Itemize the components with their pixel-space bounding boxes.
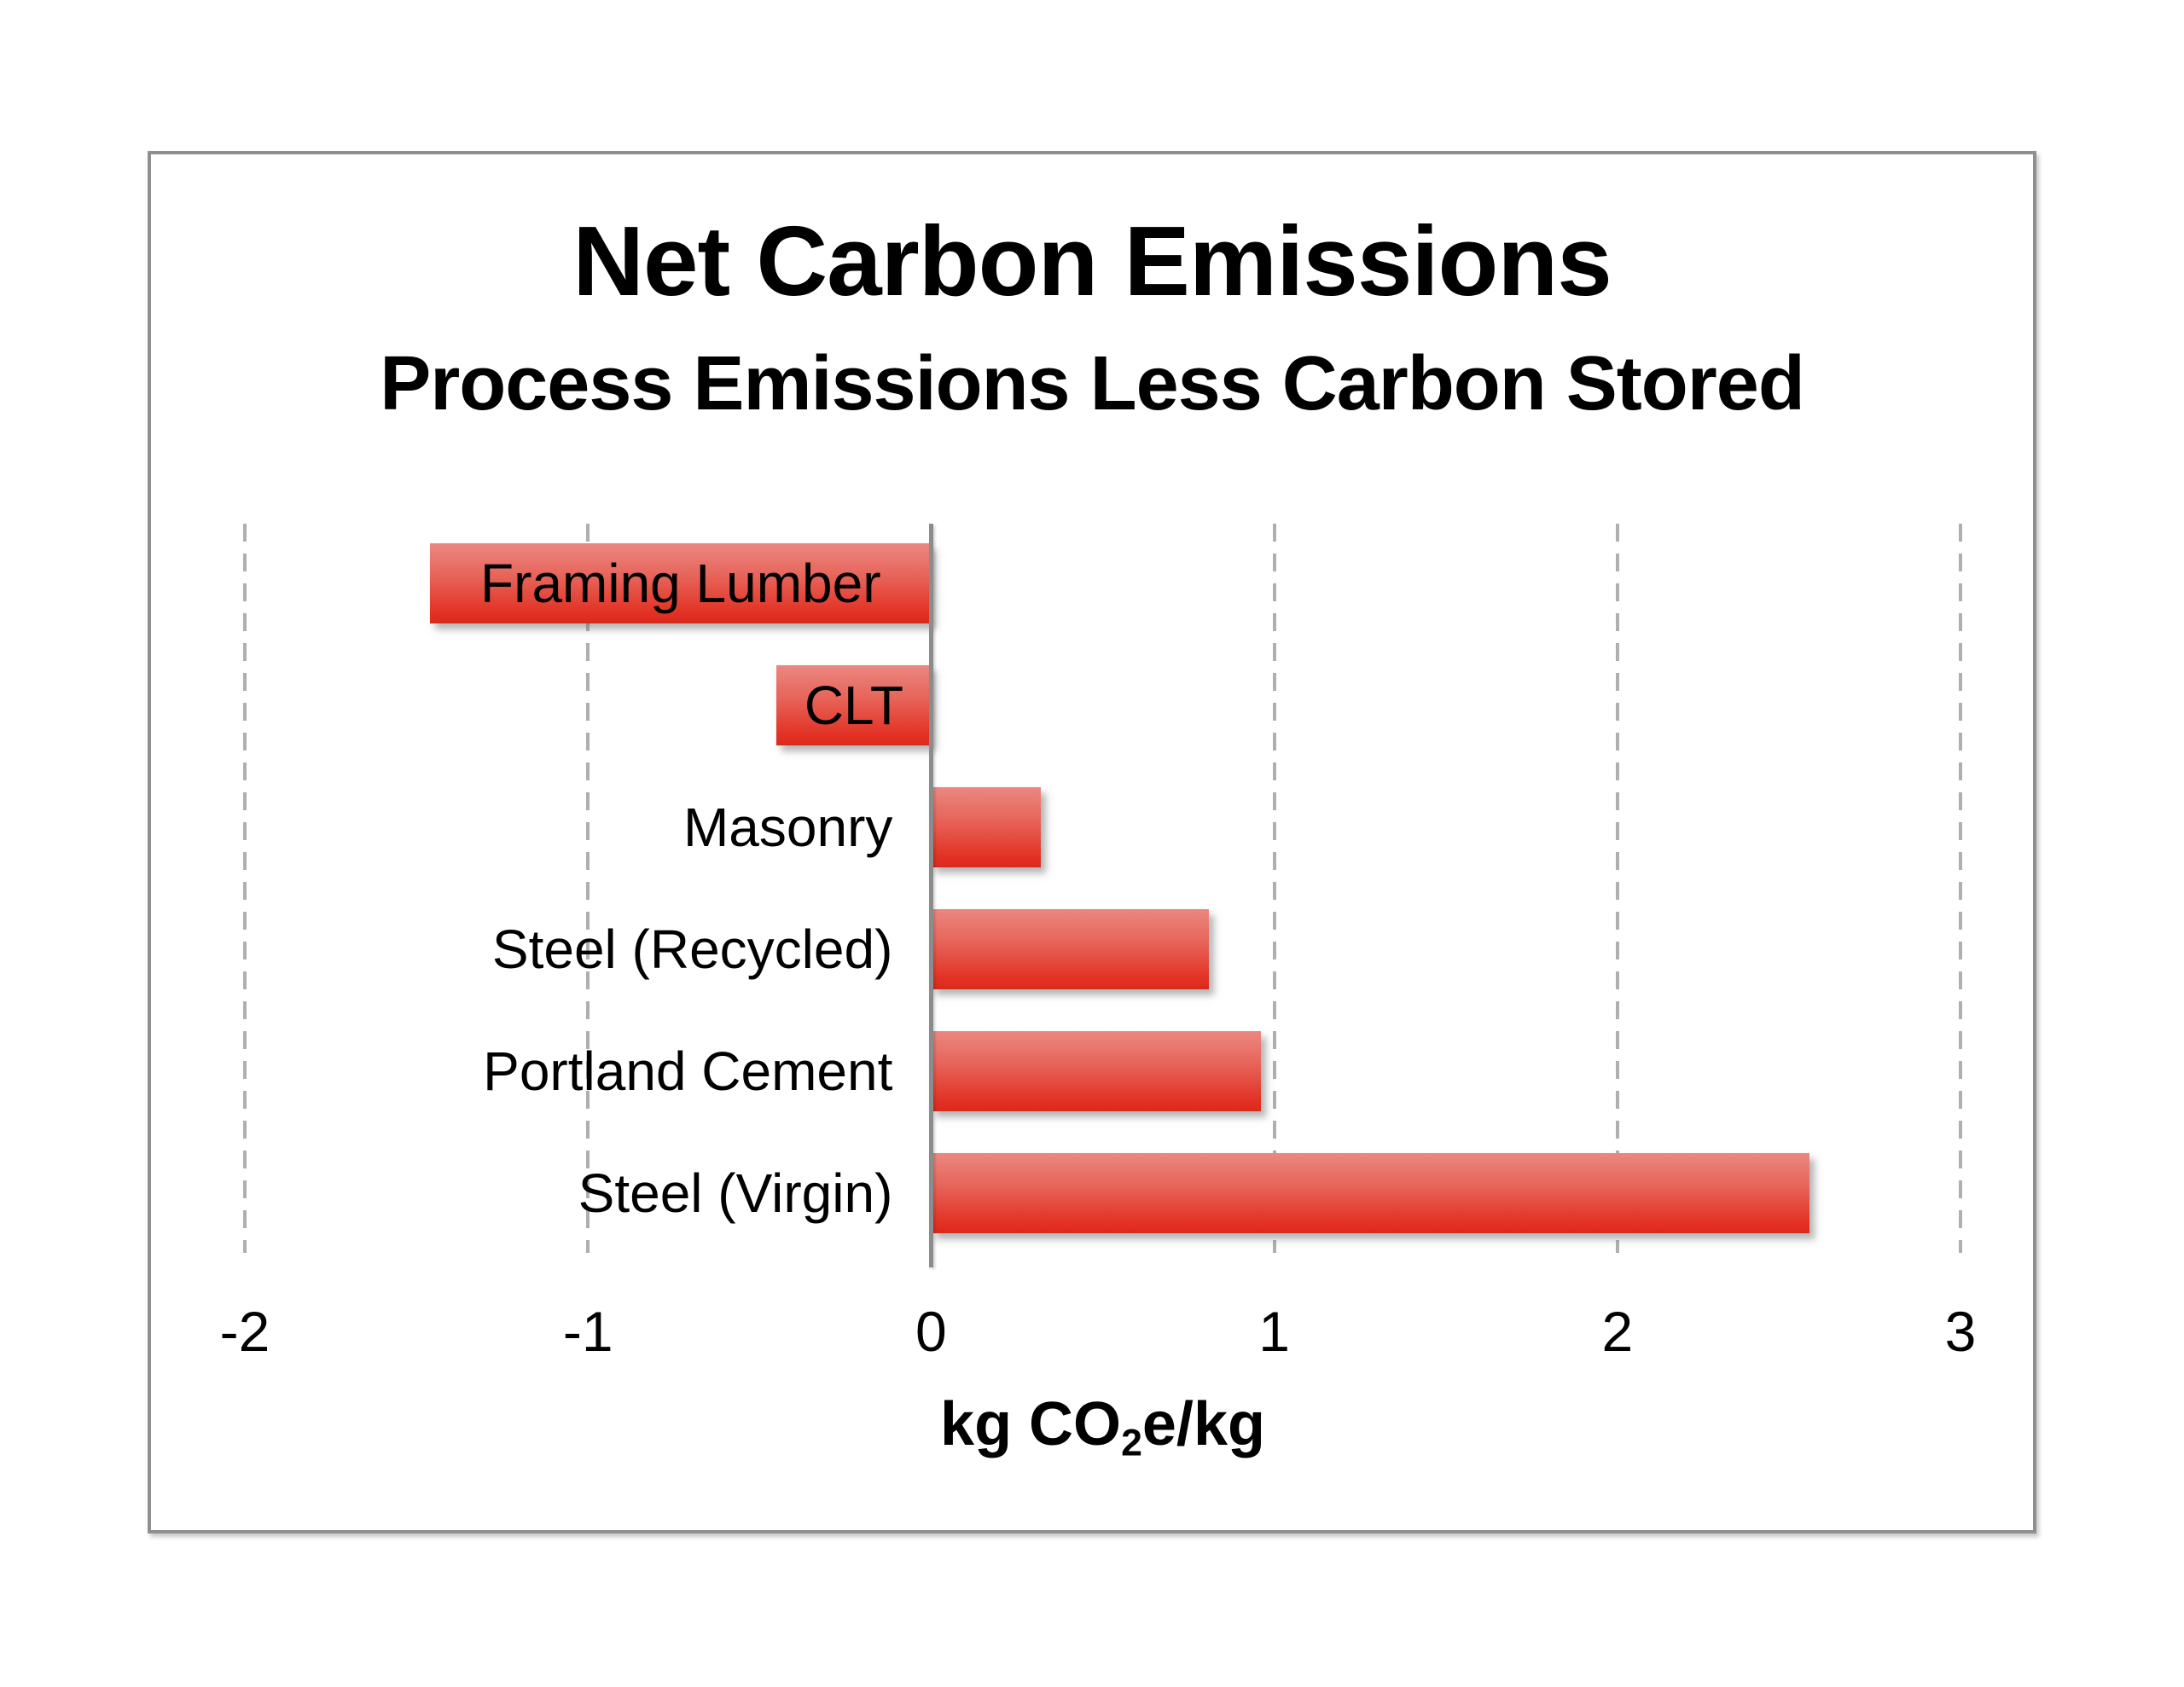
x-axis-title-subscript: 2 — [1121, 1422, 1142, 1464]
gridline-x--1 — [586, 524, 590, 1253]
chart-frame: Net Carbon Emissions Process Emissions L… — [148, 151, 2036, 1533]
bar-steel-virgin — [931, 1153, 1810, 1233]
chart-title: Net Carbon Emissions — [572, 206, 1612, 316]
zero-axis-line — [929, 524, 934, 1268]
x-axis-title-suffix: e/kg — [1141, 1390, 1265, 1458]
category-label-masonry: Masonry — [682, 797, 893, 858]
x-tick-label-0: 0 — [915, 1300, 947, 1363]
x-tick-label--1: -1 — [562, 1300, 613, 1363]
category-label-portland-cement: Portland Cement — [483, 1041, 893, 1102]
bar-portland-cement — [931, 1031, 1261, 1111]
x-axis-title-prefix: kg CO — [940, 1390, 1122, 1458]
bar-framing-lumber — [430, 543, 932, 623]
gridline-x-1 — [1272, 524, 1276, 1253]
category-label-steel-virgin: Steel (Virgin) — [578, 1162, 893, 1224]
bar-clt — [776, 665, 932, 745]
x-tick-label-1: 1 — [1258, 1300, 1290, 1363]
gridline-x-2 — [1615, 524, 1619, 1253]
x-tick-label-3: 3 — [1944, 1300, 1977, 1363]
category-label-clt: CLT — [804, 675, 903, 736]
x-tick-label--2: -2 — [219, 1300, 270, 1363]
category-label-steel-recycled: Steel (Recycled) — [491, 919, 893, 980]
bar-steel-recycled — [931, 909, 1210, 989]
gridline-x--2 — [243, 524, 247, 1253]
chart-subtitle: Process Emissions Less Carbon Stored — [380, 341, 1805, 426]
x-tick-label-2: 2 — [1601, 1300, 1634, 1363]
category-label-framing-lumber: Framing Lumber — [480, 553, 881, 614]
plot-area: Framing Lumber CLT Masonry Steel (Recycled)… — [243, 524, 1962, 1268]
gridline-x-3 — [1959, 524, 1962, 1253]
bar-masonry — [931, 787, 1042, 867]
x-axis-title: kg CO2e/kg — [940, 1389, 1265, 1464]
